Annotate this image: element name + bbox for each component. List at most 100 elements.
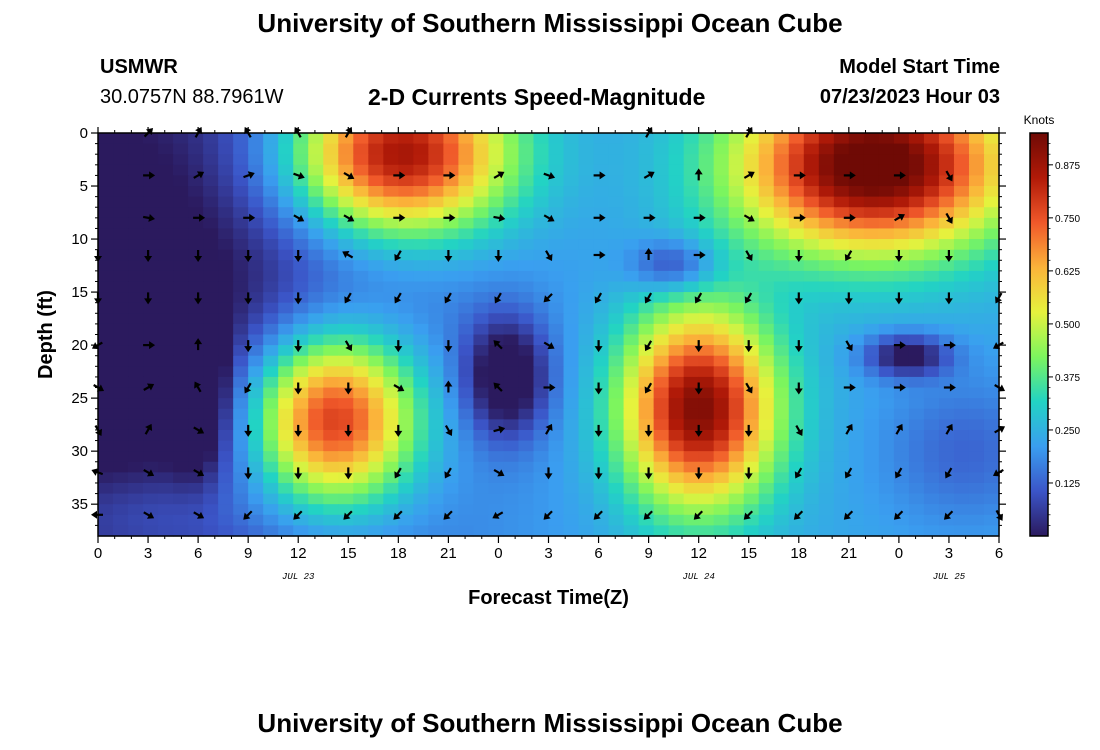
heat-cell xyxy=(383,366,399,378)
heat-cell xyxy=(623,419,640,431)
heat-cell xyxy=(533,514,550,526)
heat-cell xyxy=(413,429,429,442)
heat-cell xyxy=(548,493,565,505)
y-tick-label: 25 xyxy=(71,390,88,407)
heat-cell xyxy=(533,419,550,431)
heat-cell xyxy=(443,302,459,314)
heat-cell xyxy=(128,355,144,367)
heat-cell xyxy=(908,239,925,251)
heat-cell xyxy=(758,302,775,314)
heat-cell xyxy=(938,355,955,367)
heat-cell xyxy=(638,175,655,187)
heat-cell xyxy=(488,461,505,473)
heat-cell xyxy=(533,175,550,187)
heat-cell xyxy=(773,292,790,304)
heat-cell xyxy=(428,186,444,198)
heat-cell xyxy=(308,345,324,357)
heat-cell xyxy=(653,345,670,357)
heat-cell xyxy=(908,164,925,177)
heat-cell xyxy=(173,186,189,198)
heat-cell xyxy=(698,355,715,367)
current-arrow xyxy=(544,467,553,480)
current-arrow xyxy=(845,340,853,352)
heat-cell xyxy=(623,461,640,473)
heat-cell xyxy=(398,334,414,346)
heat-cell xyxy=(383,270,399,283)
heat-cell xyxy=(713,398,730,410)
heat-cell xyxy=(308,270,324,283)
heat-cell xyxy=(728,408,745,420)
heat-cell xyxy=(98,429,114,442)
heat-cell xyxy=(668,355,685,367)
heat-cell xyxy=(98,207,114,219)
heat-cell xyxy=(323,408,339,420)
colorbar-tick-label: 0.500 xyxy=(1055,320,1080,331)
heat-cell xyxy=(548,175,565,187)
current-arrow xyxy=(843,510,854,520)
heat-cell xyxy=(143,493,159,505)
heat-cell xyxy=(818,408,835,420)
heat-cell xyxy=(878,451,895,463)
heat-cell xyxy=(953,525,970,537)
heat-cell xyxy=(233,143,249,155)
heat-cell xyxy=(278,249,294,261)
heat-cell xyxy=(818,440,835,452)
current-arrow xyxy=(193,213,206,222)
current-arrow xyxy=(393,171,406,180)
heat-cell xyxy=(893,175,910,187)
heat-cell xyxy=(323,525,339,537)
heat-cell xyxy=(848,164,865,177)
heat-cell xyxy=(938,154,955,166)
heat-cell xyxy=(263,175,279,187)
heat-cell xyxy=(113,461,129,473)
heat-cell xyxy=(368,207,384,219)
heat-cell xyxy=(788,217,805,230)
heat-cell xyxy=(593,175,610,187)
heat-cell xyxy=(263,249,279,261)
x-tick-label: 9 xyxy=(244,545,252,562)
heat-cell xyxy=(353,514,369,526)
heat-cell xyxy=(368,228,384,240)
heat-cell xyxy=(923,270,940,283)
heat-cell xyxy=(173,504,189,516)
heat-cell xyxy=(308,493,324,505)
heat-cell xyxy=(623,186,640,198)
heat-cell xyxy=(278,451,294,463)
heat-cell xyxy=(983,493,1000,505)
heat-cell xyxy=(233,514,249,526)
heat-cell xyxy=(248,281,264,293)
heat-cell xyxy=(653,292,670,304)
current-arrow xyxy=(394,292,402,304)
heat-cell xyxy=(143,281,159,293)
x-tick-label: 0 xyxy=(94,545,102,562)
heat-cell xyxy=(338,366,354,378)
heat-cell xyxy=(173,154,189,166)
heat-cell xyxy=(623,270,640,283)
heat-cell xyxy=(833,440,850,452)
heat-cell xyxy=(503,355,520,367)
heat-cell xyxy=(338,472,354,484)
heat-cell xyxy=(593,186,610,198)
heat-cell xyxy=(788,355,805,367)
heat-cell xyxy=(398,133,414,145)
heat-cell xyxy=(203,334,219,346)
heat-cell xyxy=(638,525,655,537)
heat-cell xyxy=(488,366,505,378)
current-arrow xyxy=(293,171,305,180)
heat-cell xyxy=(758,429,775,442)
heat-cell xyxy=(698,175,715,187)
heat-cell xyxy=(698,334,715,346)
current-arrow xyxy=(593,171,606,180)
heat-cell xyxy=(203,504,219,516)
heat-cell xyxy=(173,387,189,399)
heat-cell xyxy=(263,504,279,516)
current-arrow xyxy=(694,467,703,480)
heat-cell xyxy=(338,133,354,145)
heat-cell xyxy=(143,175,159,187)
heat-cell xyxy=(758,482,775,495)
heat-cell xyxy=(203,292,219,304)
heat-cell xyxy=(668,228,685,240)
heat-cell xyxy=(938,440,955,452)
heat-cell xyxy=(788,249,805,261)
heat-cell xyxy=(743,313,760,325)
